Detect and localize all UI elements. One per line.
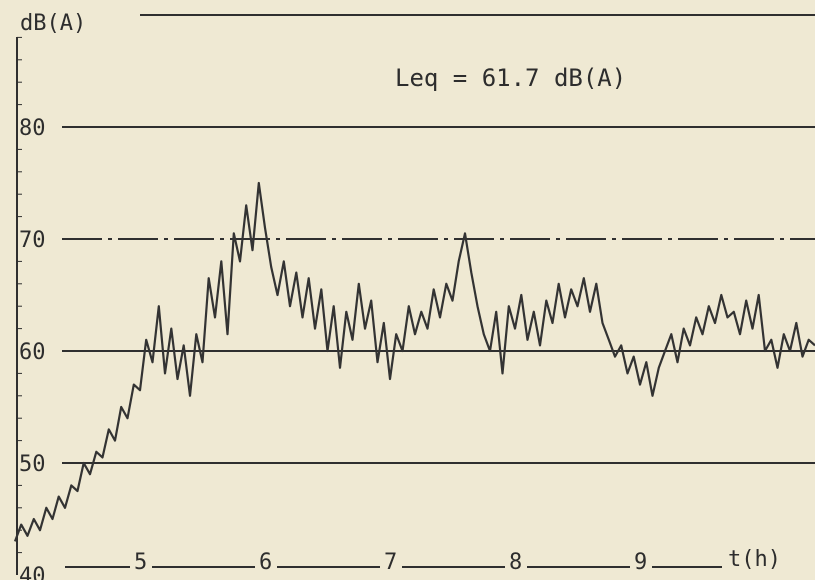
x-axis-label: t(h)	[728, 547, 781, 572]
y-tick-label-40: 40	[19, 564, 46, 580]
y-axis-label: dB(A)	[20, 11, 86, 36]
x-tick-label-8: 8	[509, 550, 522, 575]
noise-level-series-line	[13, 181, 815, 542]
y-tick-label-70: 70	[19, 228, 46, 253]
y-tick-label-60: 60	[19, 340, 46, 365]
leq-annotation: Leq = 61.7 dB(A)	[395, 64, 626, 92]
y-tick-label-80: 80	[19, 116, 46, 141]
y-tick-label-50: 50	[19, 452, 46, 477]
x-tick-label-9: 9	[634, 550, 647, 575]
x-tick-label-6: 6	[259, 550, 272, 575]
x-tick-label-5: 5	[134, 550, 147, 575]
x-tick-label-7: 7	[384, 550, 397, 575]
